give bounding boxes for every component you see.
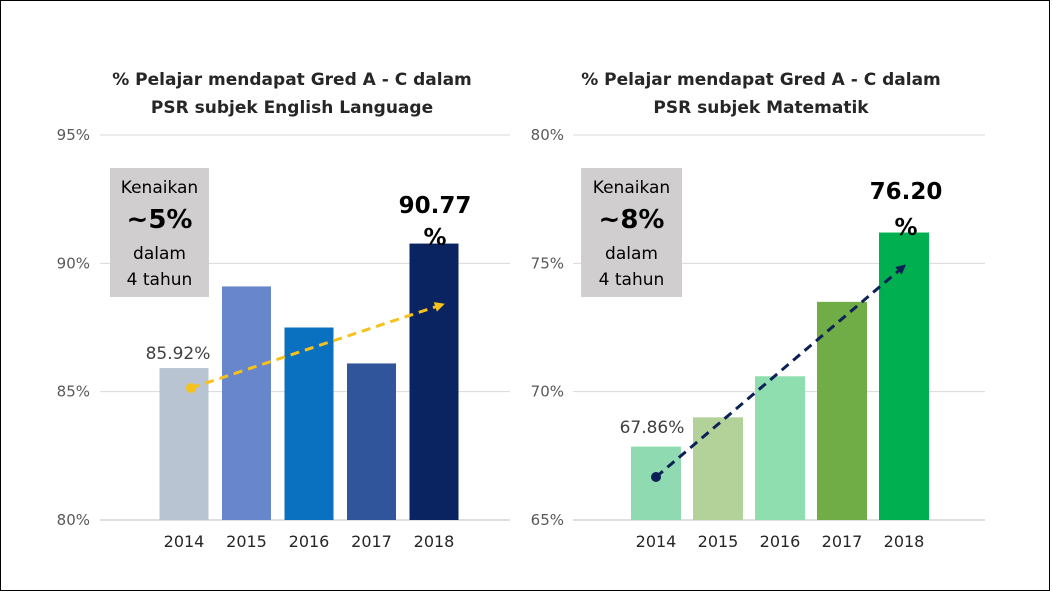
chart-matematik-x-axis: 2014 2015 2016 2017 2018	[636, 532, 925, 551]
bar-2017	[347, 363, 396, 520]
chart-english-last-value-label: 90.77	[399, 193, 472, 219]
chart-matematik-title-line1: % Pelajar mendapat Gred A - C dalam	[581, 70, 941, 90]
callout-dalam: dalam	[133, 244, 186, 264]
bar-2017	[817, 301, 867, 520]
x-tick-label: 2017	[822, 532, 863, 551]
y-tick-label: 80%	[57, 511, 90, 529]
chart-english-trend-arrow	[186, 302, 445, 393]
callout-percent: ~8%	[599, 205, 665, 235]
bar-2016	[755, 376, 805, 520]
bar-2016	[284, 327, 334, 520]
y-tick-label: 80%	[531, 126, 564, 144]
y-tick-label: 85%	[57, 383, 90, 401]
y-tick-label: 90%	[57, 254, 90, 272]
chart-english-title-line1: % Pelajar mendapat Gred A - C dalam	[112, 70, 472, 90]
bar-2014	[159, 368, 209, 520]
chart-english-x-axis: 2014 2015 2016 2017 2018	[164, 532, 455, 551]
chart-english-first-value-label: 85.92%	[146, 344, 211, 364]
chart-english-title-line2: PSR subjek English Language	[151, 98, 433, 118]
chart-matematik-title-line2: PSR subjek Matematik	[653, 98, 869, 118]
bar-2018	[409, 243, 459, 520]
x-tick-label: 2018	[414, 532, 455, 551]
x-tick-label: 2016	[760, 532, 801, 551]
bar-2015	[693, 417, 743, 520]
chart-matematik: % Pelajar mendapat Gred A - C dalam PSR …	[531, 70, 985, 551]
chart-matematik-last-value-label: 76.20	[870, 179, 943, 205]
chart-english-y-axis: 80% 85% 90% 95%	[57, 126, 90, 529]
y-tick-label: 70%	[531, 383, 564, 401]
callout-duration: 4 tahun	[127, 270, 193, 290]
chart-matematik-first-value-label: 67.86%	[620, 418, 685, 438]
y-tick-label: 95%	[57, 126, 90, 144]
callout-percent: ~5%	[127, 205, 193, 235]
chart-matematik-callout-box: Kenaikan ~8% dalam 4 tahun	[581, 168, 682, 297]
callout-kenaikan: Kenaikan	[593, 178, 670, 198]
callout-duration: 4 tahun	[599, 270, 665, 290]
x-tick-label: 2015	[698, 532, 739, 551]
y-tick-label: 65%	[531, 511, 564, 529]
chart-english-bars	[159, 243, 459, 520]
callout-dalam: dalam	[605, 244, 658, 264]
callout-kenaikan: Kenaikan	[121, 178, 198, 198]
chart-matematik-y-axis: 65% 70% 75% 80%	[531, 126, 564, 529]
bar-2015	[222, 286, 271, 520]
x-tick-label: 2014	[164, 532, 205, 551]
y-tick-label: 75%	[531, 254, 564, 272]
x-tick-label: 2017	[351, 532, 392, 551]
bar-2014	[631, 446, 681, 520]
chart-matematik-last-value-percent: %	[894, 215, 917, 241]
chart-english-callout-box: Kenaikan ~5% dalam 4 tahun	[110, 168, 209, 297]
bar-2018	[879, 232, 929, 521]
chart-english-last-value-percent: %	[423, 225, 446, 251]
chart-matematik-trend-arrow	[651, 264, 907, 482]
x-tick-label: 2016	[289, 532, 330, 551]
x-tick-label: 2015	[226, 532, 267, 551]
x-tick-label: 2018	[884, 532, 925, 551]
chart-english: % Pelajar mendapat Gred A - C dalam PSR …	[57, 70, 510, 551]
x-tick-label: 2014	[636, 532, 677, 551]
